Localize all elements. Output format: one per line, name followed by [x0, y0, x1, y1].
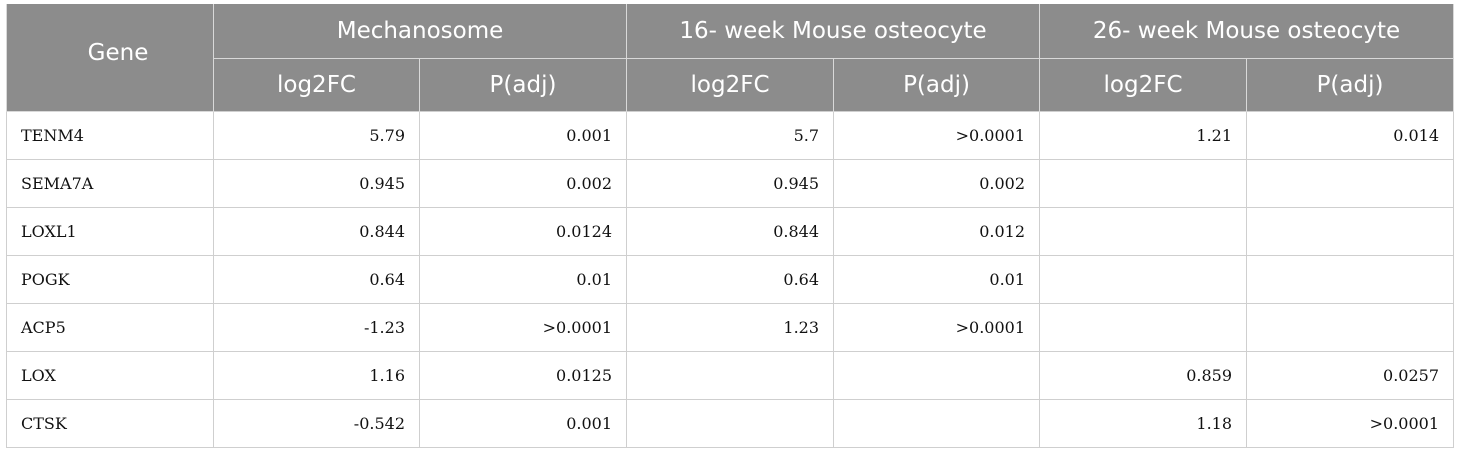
- value-cell: 1.23: [626, 303, 835, 352]
- table-row: LOX 1.16 0.0125 0.859 0.0257: [6, 351, 1455, 400]
- subheader-padj: P(adj): [833, 58, 1041, 112]
- value-cell: 0.844: [626, 207, 835, 256]
- value-cell: [1246, 207, 1455, 256]
- value-cell: 0.002: [418, 159, 628, 208]
- value-cell: 0.64: [626, 255, 835, 304]
- gene-cell: LOX: [6, 351, 214, 400]
- value-cell: 0.012: [833, 207, 1041, 256]
- value-cell: [1039, 255, 1248, 304]
- value-cell: 1.21: [1039, 111, 1248, 160]
- table-row: POGK 0.64 0.01 0.64 0.01: [6, 255, 1455, 304]
- value-cell: 0.01: [833, 255, 1041, 304]
- value-cell: [1246, 303, 1455, 352]
- gene-column-header: Gene: [6, 4, 214, 112]
- value-cell: 0.014: [1246, 111, 1455, 160]
- value-cell: 0.844: [213, 207, 420, 256]
- value-cell: [1039, 207, 1248, 256]
- value-cell: [833, 351, 1041, 400]
- gene-cell: ACP5: [6, 303, 214, 352]
- table-row: TENM4 5.79 0.001 5.7 >0.0001 1.21 0.014: [6, 111, 1455, 160]
- value-cell: >0.0001: [833, 111, 1041, 160]
- gene-cell: CTSK: [6, 399, 214, 448]
- gene-cell: TENM4: [6, 111, 214, 160]
- header-sub-row: log2FC P(adj) log2FC P(adj) log2FC P(adj…: [7, 58, 1455, 112]
- value-cell: 0.859: [1039, 351, 1248, 400]
- group-header-26-week: 26- week Mouse osteocyte: [1039, 4, 1455, 59]
- value-cell: [626, 399, 835, 448]
- table-row: LOXL1 0.844 0.0124 0.844 0.012: [6, 207, 1455, 256]
- value-cell: 0.0125: [418, 351, 628, 400]
- group-header-mechanosome: Mechanosome: [212, 4, 628, 59]
- value-cell: -1.23: [213, 303, 420, 352]
- table-row: ACP5 -1.23 >0.0001 1.23 >0.0001: [6, 303, 1455, 352]
- value-cell: 1.18: [1039, 399, 1248, 448]
- value-cell: 1.16: [213, 351, 420, 400]
- value-cell: [1039, 303, 1248, 352]
- value-cell: [1246, 159, 1455, 208]
- gene-expression-table: Gene Mechanosome 16- week Mouse osteocyt…: [6, 4, 1455, 448]
- subheader-log2fc: log2FC: [213, 58, 420, 112]
- gene-cell: SEMA7A: [6, 159, 214, 208]
- header-group-row: Gene Mechanosome 16- week Mouse osteocyt…: [6, 4, 1455, 112]
- value-cell: >0.0001: [833, 303, 1041, 352]
- value-cell: -0.542: [213, 399, 420, 448]
- value-cell: >0.0001: [1246, 399, 1455, 448]
- value-cell: 0.945: [626, 159, 835, 208]
- value-cell: [1039, 159, 1248, 208]
- value-cell: 0.945: [213, 159, 420, 208]
- group-header-16-week: 16- week Mouse osteocyte: [626, 4, 1041, 59]
- value-cell: 0.001: [418, 399, 628, 448]
- value-cell: [833, 399, 1041, 448]
- value-cell: 0.0257: [1246, 351, 1455, 400]
- value-cell: 0.0124: [418, 207, 628, 256]
- value-cell: 0.001: [418, 111, 628, 160]
- subheader-log2fc: log2FC: [626, 58, 835, 112]
- subheader-padj: P(adj): [418, 58, 628, 112]
- value-cell: >0.0001: [418, 303, 628, 352]
- value-cell: 0.002: [833, 159, 1041, 208]
- table-header: Gene Mechanosome 16- week Mouse osteocyt…: [6, 4, 1455, 112]
- value-cell: 0.01: [418, 255, 628, 304]
- subheader-log2fc: log2FC: [1039, 58, 1248, 112]
- value-cell: 5.79: [213, 111, 420, 160]
- value-cell: [626, 351, 835, 400]
- value-cell: 0.64: [213, 255, 420, 304]
- table-row: CTSK -0.542 0.001 1.18 >0.0001: [6, 399, 1455, 448]
- gene-cell: LOXL1: [6, 207, 214, 256]
- table-body: TENM4 5.79 0.001 5.7 >0.0001 1.21 0.014 …: [6, 111, 1455, 448]
- gene-cell: POGK: [6, 255, 214, 304]
- subheader-padj: P(adj): [1246, 58, 1455, 112]
- value-cell: 5.7: [626, 111, 835, 160]
- table-row: SEMA7A 0.945 0.002 0.945 0.002: [6, 159, 1455, 208]
- value-cell: [1246, 255, 1455, 304]
